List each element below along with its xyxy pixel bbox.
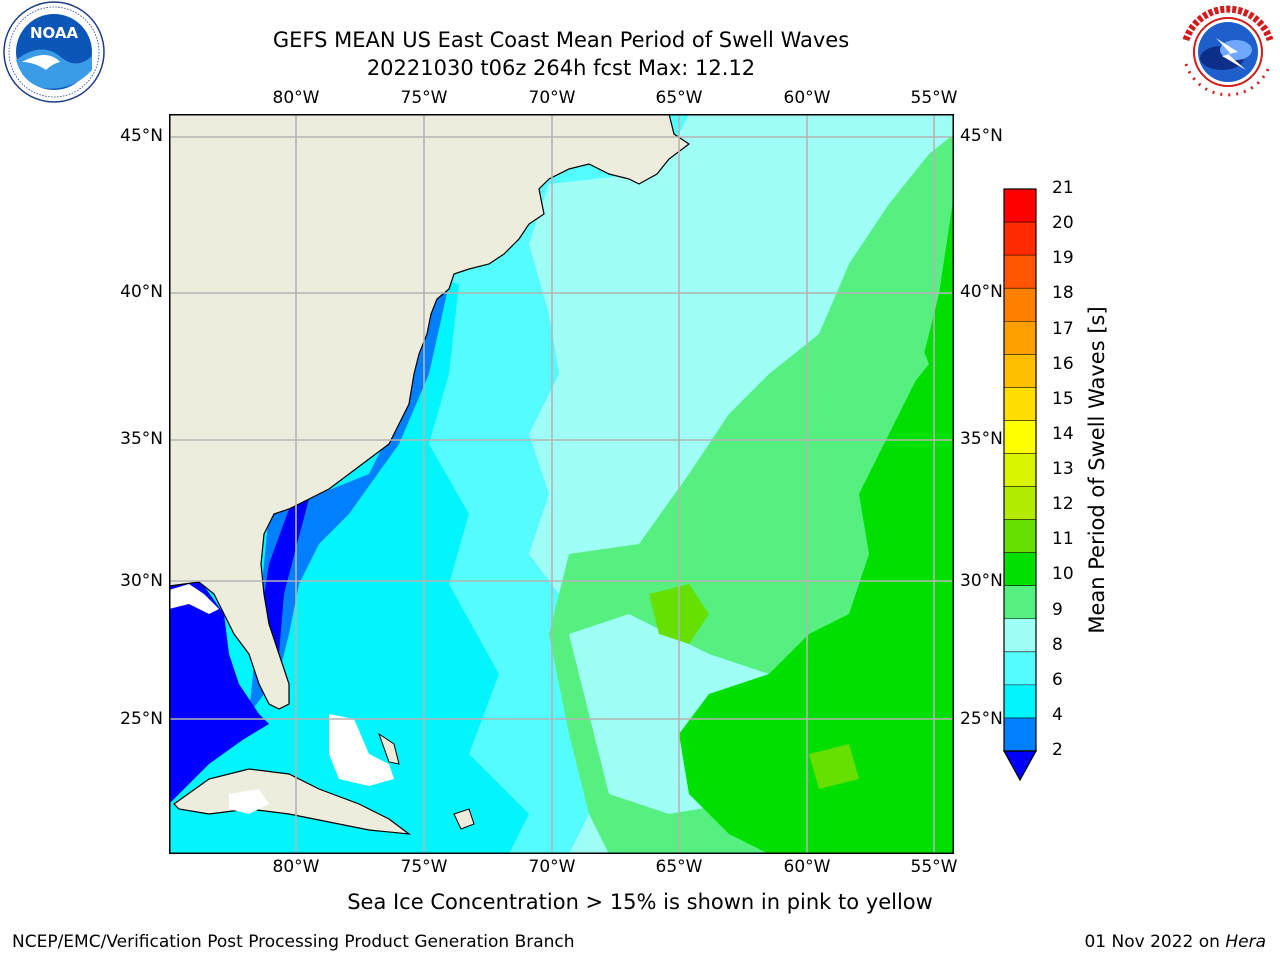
colorbar-tick-label: 21: [1052, 178, 1074, 198]
lon-label: 80°W: [272, 88, 320, 108]
footer-date-text: 01 Nov 2022 on: [1084, 932, 1226, 952]
colorbar-tick-label: 10: [1052, 564, 1074, 585]
lon-label: 60°W: [783, 857, 831, 877]
lon-label: 65°W: [655, 857, 703, 877]
colorbar-segment: [1004, 651, 1036, 686]
swell-zone-blue: [249, 284, 449, 714]
lat-label: 30°N: [960, 571, 1003, 591]
nodata-florida-west: [169, 584, 219, 614]
colorbar-under-arrow: [1002, 750, 1038, 782]
lon-label: 60°W: [783, 88, 831, 108]
colorbar-tick-label: 11: [1052, 529, 1074, 550]
lon-label: 75°W: [400, 857, 448, 877]
land-north-america: [169, 114, 691, 710]
colorbar-segment: [1004, 288, 1036, 322]
colorbar-tick-label: 4: [1052, 704, 1063, 725]
colorbar-segment: [1004, 684, 1036, 719]
sea-ice-note: Sea Ice Concentration > 15% is shown in …: [347, 890, 933, 914]
nodata-bahamas-bank: [329, 714, 394, 786]
colorbar-tick-label: 8: [1052, 634, 1063, 655]
lat-label: 35°N: [120, 429, 163, 449]
map-subtitle: 20221030 t06z 264h fcst Max: 12.12: [366, 56, 756, 80]
colorbar-tick-label: 12: [1052, 494, 1074, 515]
lon-label: 65°W: [655, 88, 703, 108]
colorbar-tick-label: 17: [1052, 318, 1074, 339]
lat-label: 25°N: [120, 709, 163, 729]
colorbar-segment: [1004, 321, 1036, 355]
colorbar-tick-label: 15: [1052, 388, 1074, 409]
lat-label: 25°N: [960, 709, 1003, 729]
noaa-logo-icon: NOAA: [3, 1, 105, 103]
lat-label: 35°N: [960, 429, 1003, 449]
colorbar-segment: [1004, 453, 1036, 487]
colorbar-segment: [1004, 717, 1036, 752]
swell-zone-light-cyan-mid: [549, 234, 819, 544]
swell-zone-deep-blue: [169, 579, 269, 804]
colorbar-tick-label: 18: [1052, 283, 1074, 304]
swell-period-map: [169, 114, 954, 854]
colorbar-segments: [1004, 188, 1036, 752]
lon-label: 70°W: [528, 88, 576, 108]
national-weather-service-logo-icon: [1178, 2, 1278, 102]
footer-credit: NCEP/EMC/Verification Post Processing Pr…: [12, 932, 575, 952]
footer-date: 01 Nov 2022 on Hera: [1084, 932, 1266, 952]
swell-zone-green-inner: [819, 314, 929, 454]
graticule: [169, 114, 954, 854]
colorbar-tick-label: 13: [1052, 459, 1074, 479]
colorbar-tick-label: 14: [1052, 423, 1074, 444]
lon-label: 55°W: [910, 88, 958, 108]
colorbar-segment: [1004, 255, 1036, 289]
land-cuba: [173, 768, 412, 835]
colorbar-segment: [1004, 189, 1036, 223]
colorbar-tick-label: 9: [1052, 599, 1063, 620]
lat-label: 45°N: [960, 126, 1003, 146]
lon-label: 55°W: [910, 857, 958, 877]
colorbar-segment: [1004, 387, 1036, 421]
map-frame: [169, 114, 954, 854]
swell-zone-bright-green: [679, 194, 954, 854]
colorbar-tick-label: 6: [1052, 669, 1063, 690]
colorbar-tick-label: 19: [1052, 248, 1074, 269]
colorbar: [1002, 188, 1038, 782]
lat-label: 40°N: [960, 282, 1003, 302]
colorbar-tick-label: 20: [1052, 213, 1074, 234]
colorbar-segment: [1004, 618, 1036, 653]
nodata-cuba-south: [229, 789, 269, 814]
colorbar-segment: [1004, 354, 1036, 388]
noaa-logo-text: NOAA: [30, 24, 79, 42]
colorbar-tick-label: 16: [1052, 353, 1074, 374]
lon-label: 80°W: [272, 857, 320, 877]
colorbar-title: Mean Period of Swell Waves [s]: [1085, 306, 1109, 634]
map-title: GEFS MEAN US East Coast Mean Period of S…: [272, 28, 850, 52]
colorbar-segment: [1004, 420, 1036, 454]
swell-zone-bright-cyan: [169, 274, 529, 854]
colorbar-segment: [1004, 519, 1036, 553]
lat-label: 45°N: [120, 126, 163, 146]
lat-label: 40°N: [120, 282, 163, 302]
lon-label: 70°W: [528, 857, 576, 877]
colorbar-frame: [1003, 188, 1037, 752]
lat-label: 30°N: [120, 571, 163, 591]
land-bahamas-2: [378, 732, 400, 765]
colorbar-segment: [1004, 222, 1036, 256]
lon-label: 75°W: [400, 88, 448, 108]
land-hispaniola: [453, 808, 475, 830]
colorbar-tick-label: 2: [1052, 740, 1063, 760]
colorbar-segment: [1004, 585, 1036, 620]
footer-host: Hera: [1225, 932, 1266, 952]
colorbar-segment: [1004, 486, 1036, 520]
colorbar-segment: [1004, 552, 1036, 587]
swell-zone-yellow-green-se: [809, 744, 859, 789]
